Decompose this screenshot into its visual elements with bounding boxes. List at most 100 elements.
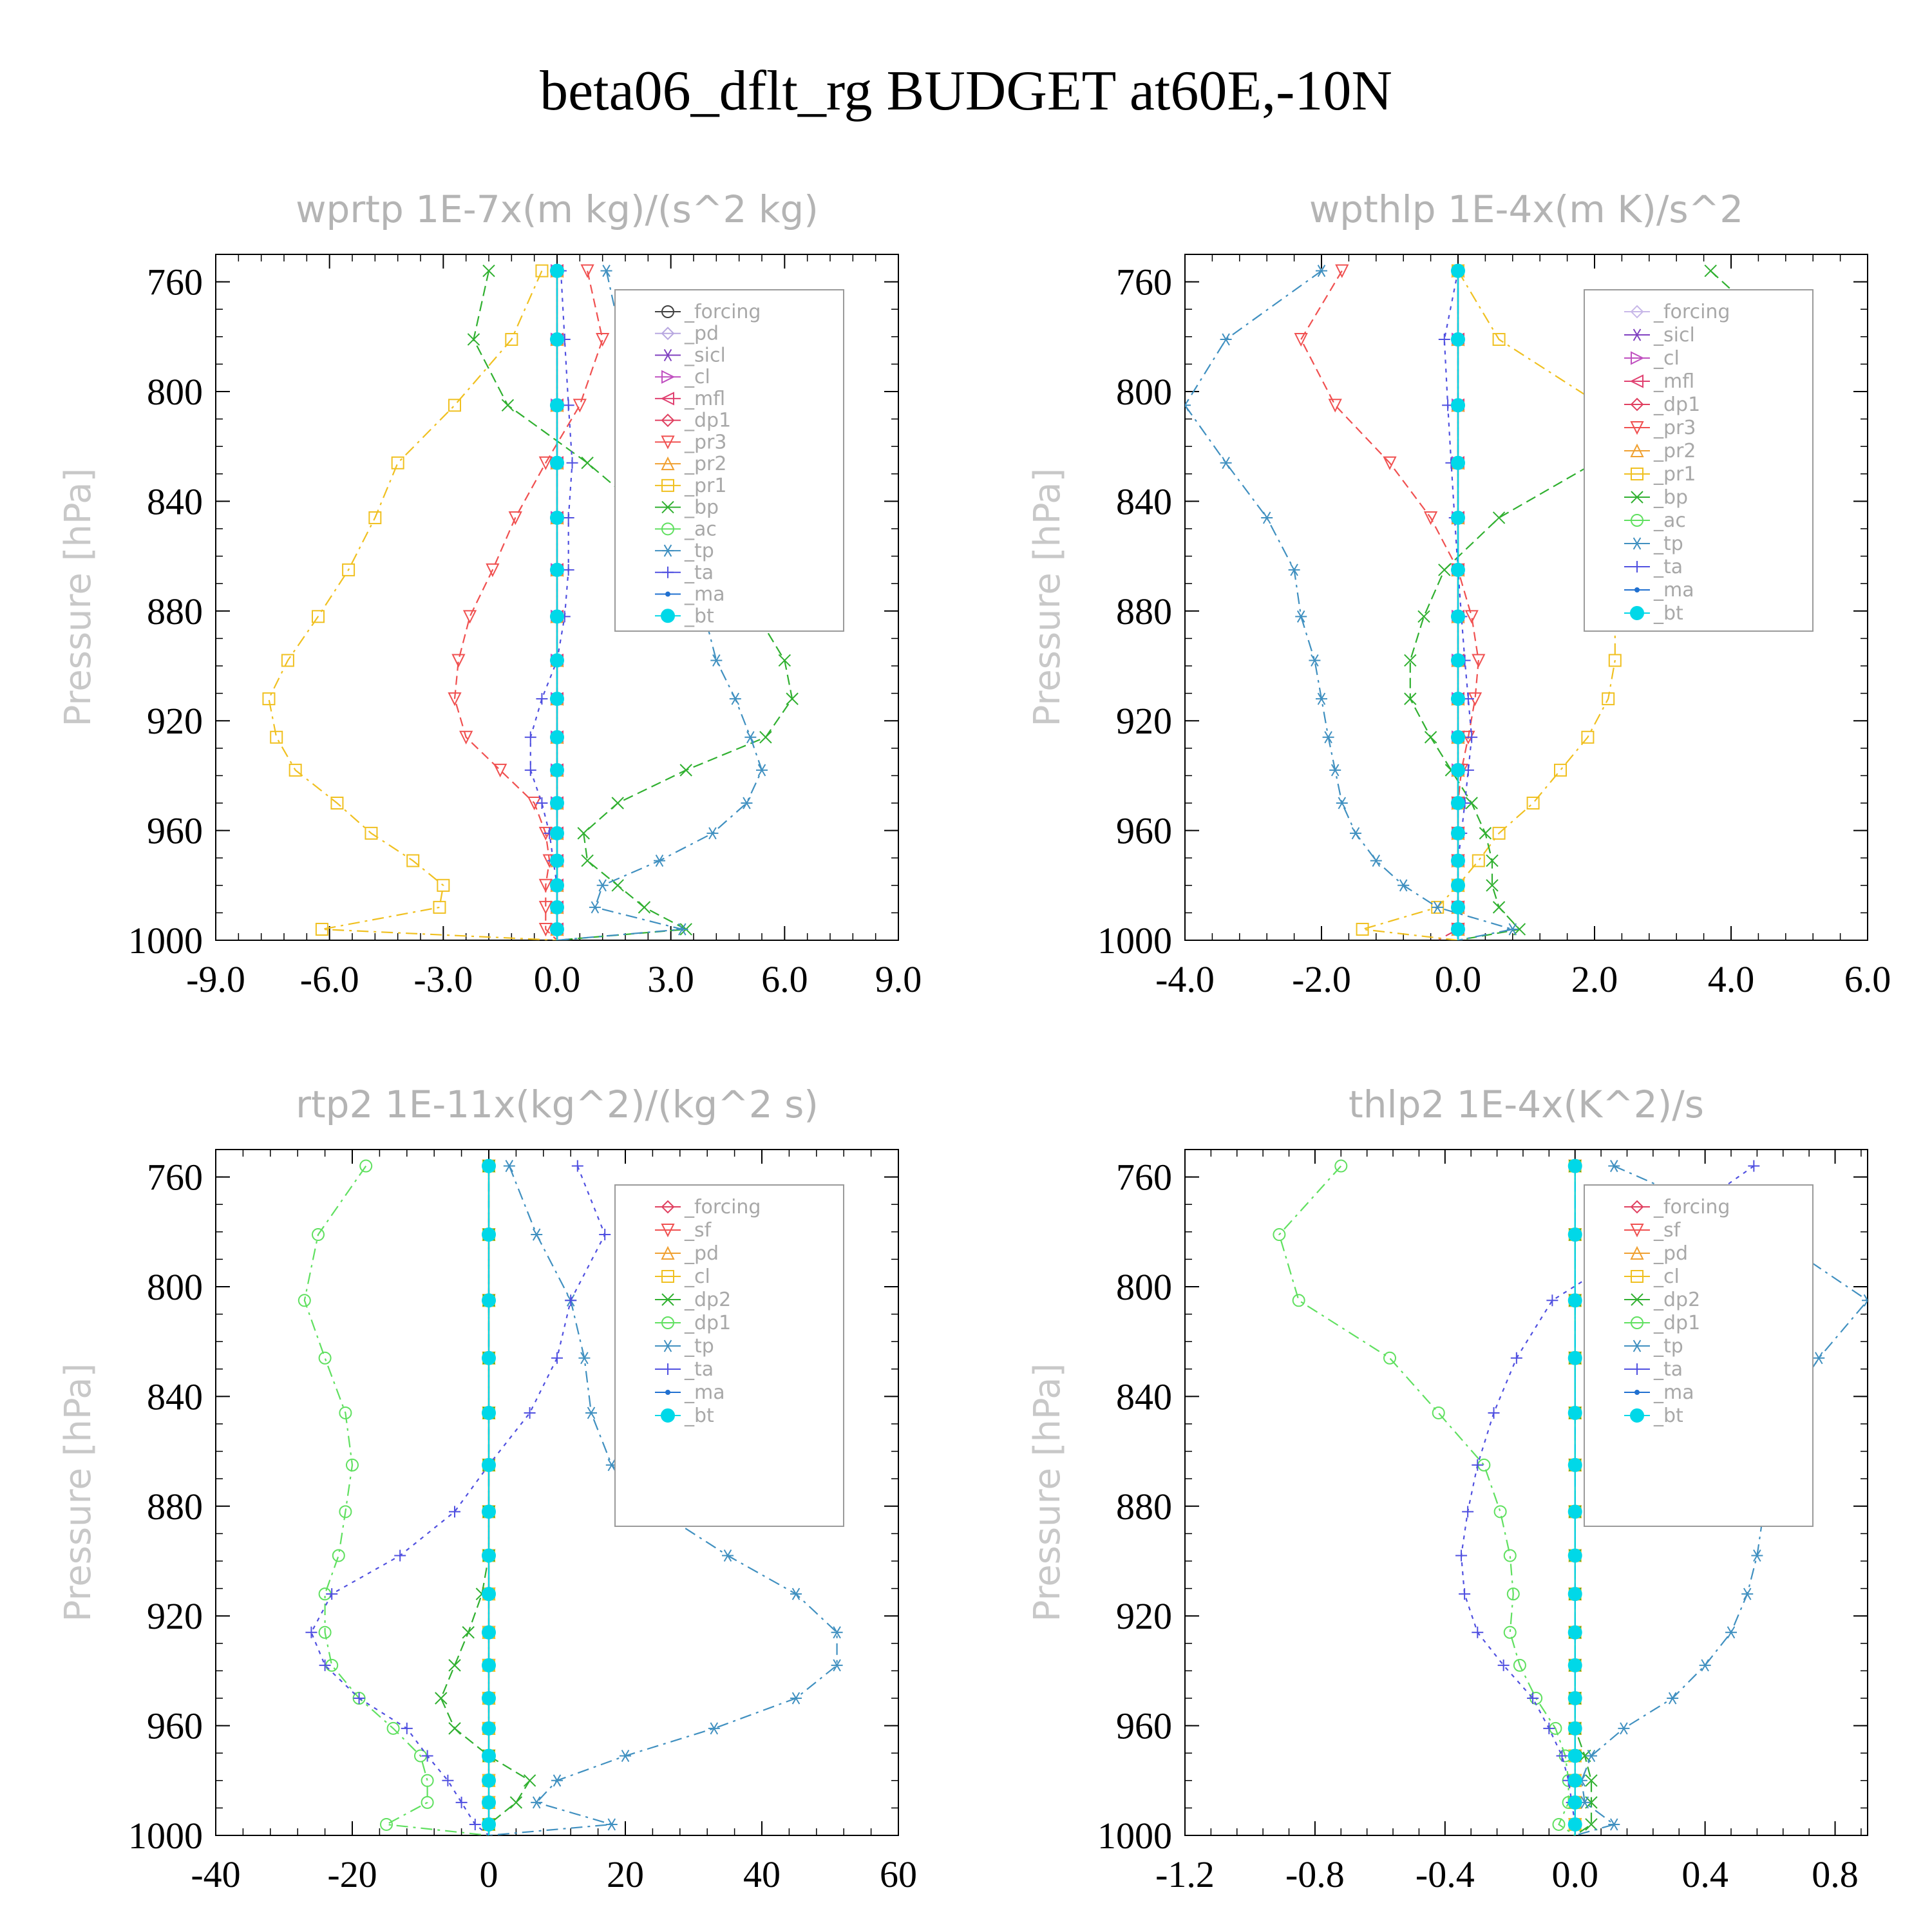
data-point: [756, 764, 768, 777]
data-point: [482, 1548, 496, 1563]
legend-label: _mfl: [684, 388, 725, 410]
data-point: [550, 455, 564, 470]
data-point: [482, 1773, 496, 1788]
data-point: [482, 1817, 496, 1832]
y-tick-label: 840: [1116, 1376, 1172, 1417]
x-tick-label: 6.0: [761, 958, 808, 1000]
data-point: [1185, 399, 1191, 412]
data-point: [342, 563, 355, 576]
legend-label: _pr3: [1653, 417, 1696, 439]
data-point: [741, 797, 753, 810]
legend-item: _ta: [1624, 1358, 1683, 1381]
data-point: [1451, 826, 1465, 840]
data-point: [1699, 1659, 1711, 1672]
x-tick-label: -0.8: [1285, 1853, 1345, 1895]
data-point: [1527, 1692, 1539, 1704]
legend-marker: [1634, 587, 1640, 592]
legend-marker: [661, 500, 674, 514]
legend-label: _pr1: [1653, 463, 1696, 486]
legend-marker: [1629, 374, 1643, 388]
data-point: [1417, 610, 1430, 623]
data-point: [611, 879, 624, 892]
legend-label: _cl: [1653, 347, 1680, 370]
data-point: [1451, 900, 1465, 914]
data-point: [1493, 1505, 1507, 1519]
data-point: [1451, 263, 1465, 278]
data-point: [1608, 1160, 1620, 1173]
data-point: [289, 763, 302, 777]
data-point: [790, 1587, 802, 1600]
series-pr3: [448, 264, 610, 940]
legend-item: _ta: [655, 562, 714, 584]
data-point: [1316, 265, 1327, 278]
legend-marker: [1631, 561, 1643, 573]
legend-label: _forcing: [1653, 301, 1730, 323]
data-point: [401, 1722, 413, 1734]
legend-item: _sf: [655, 1219, 712, 1242]
data-point: [386, 1721, 400, 1735]
data-point: [1292, 1294, 1305, 1307]
data-point: [482, 1795, 496, 1810]
data-point: [1356, 922, 1369, 936]
legend-item: _pr1: [655, 475, 726, 497]
data-point: [1455, 1549, 1468, 1562]
series-line: [1575, 1165, 1868, 1835]
data-point: [1383, 456, 1397, 470]
data-point: [482, 1658, 496, 1672]
legend-label: _tp: [1653, 1335, 1683, 1358]
legend-item: _pd: [655, 323, 719, 345]
y-tick-label: 800: [147, 371, 203, 413]
legend-label: _bt: [1653, 602, 1683, 625]
data-point: [1261, 511, 1273, 524]
data-point: [1492, 511, 1506, 524]
data-point: [330, 797, 344, 810]
data-point: [550, 398, 564, 413]
legend-label: _pr3: [684, 431, 726, 453]
legend-marker: [1630, 606, 1644, 620]
data-point: [1220, 457, 1232, 469]
legend-marker: [661, 1224, 675, 1238]
legend-marker: [1631, 351, 1645, 365]
data-point: [332, 1549, 345, 1562]
data-point: [1451, 332, 1465, 347]
data-point: [1432, 1406, 1445, 1419]
legend-marker: [661, 327, 675, 341]
data-point: [406, 854, 420, 867]
legend-marker: [1630, 1408, 1644, 1423]
data-point: [339, 1505, 352, 1519]
legend-label: _tp: [684, 1335, 714, 1358]
legend-marker: [661, 456, 675, 471]
data-point: [1741, 1587, 1754, 1600]
data-point: [1486, 854, 1499, 867]
x-tick-label: 0.0: [1435, 958, 1482, 1000]
data-point: [790, 1692, 802, 1705]
legend-label: _forcing: [684, 301, 761, 323]
data-point: [679, 764, 692, 777]
series-line: [310, 1166, 606, 1835]
data-point: [550, 332, 564, 347]
legend-item: _sicl: [655, 344, 726, 366]
y-tick-label: 800: [1116, 1266, 1172, 1308]
data-point: [482, 1625, 496, 1640]
data-point: [580, 264, 594, 278]
legend-item: _ta: [655, 1358, 714, 1381]
x-tick-label: 0.0: [534, 958, 581, 1000]
x-tick-label: 0: [480, 1853, 498, 1895]
data-point: [1462, 1506, 1474, 1518]
data-point: [599, 1229, 611, 1241]
data-point: [538, 878, 553, 893]
data-point: [1220, 333, 1232, 346]
data-point: [1751, 1549, 1763, 1562]
data-point: [550, 826, 564, 840]
legend-item: _pr3: [1624, 417, 1696, 439]
data-point: [1472, 1459, 1484, 1471]
x-tick-label: -4.0: [1155, 958, 1215, 1000]
y-tick-label: 840: [147, 480, 203, 522]
panels: wprtp 1E-7x(m kg)/(s^2 kg) Pressure [hPa]…: [57, 187, 1891, 1895]
data-point: [759, 731, 772, 744]
data-point: [538, 900, 553, 915]
data-point: [1567, 1625, 1582, 1640]
data-point: [1567, 1293, 1582, 1308]
data-point: [1472, 854, 1485, 867]
legend-item: _tp: [1624, 533, 1683, 555]
